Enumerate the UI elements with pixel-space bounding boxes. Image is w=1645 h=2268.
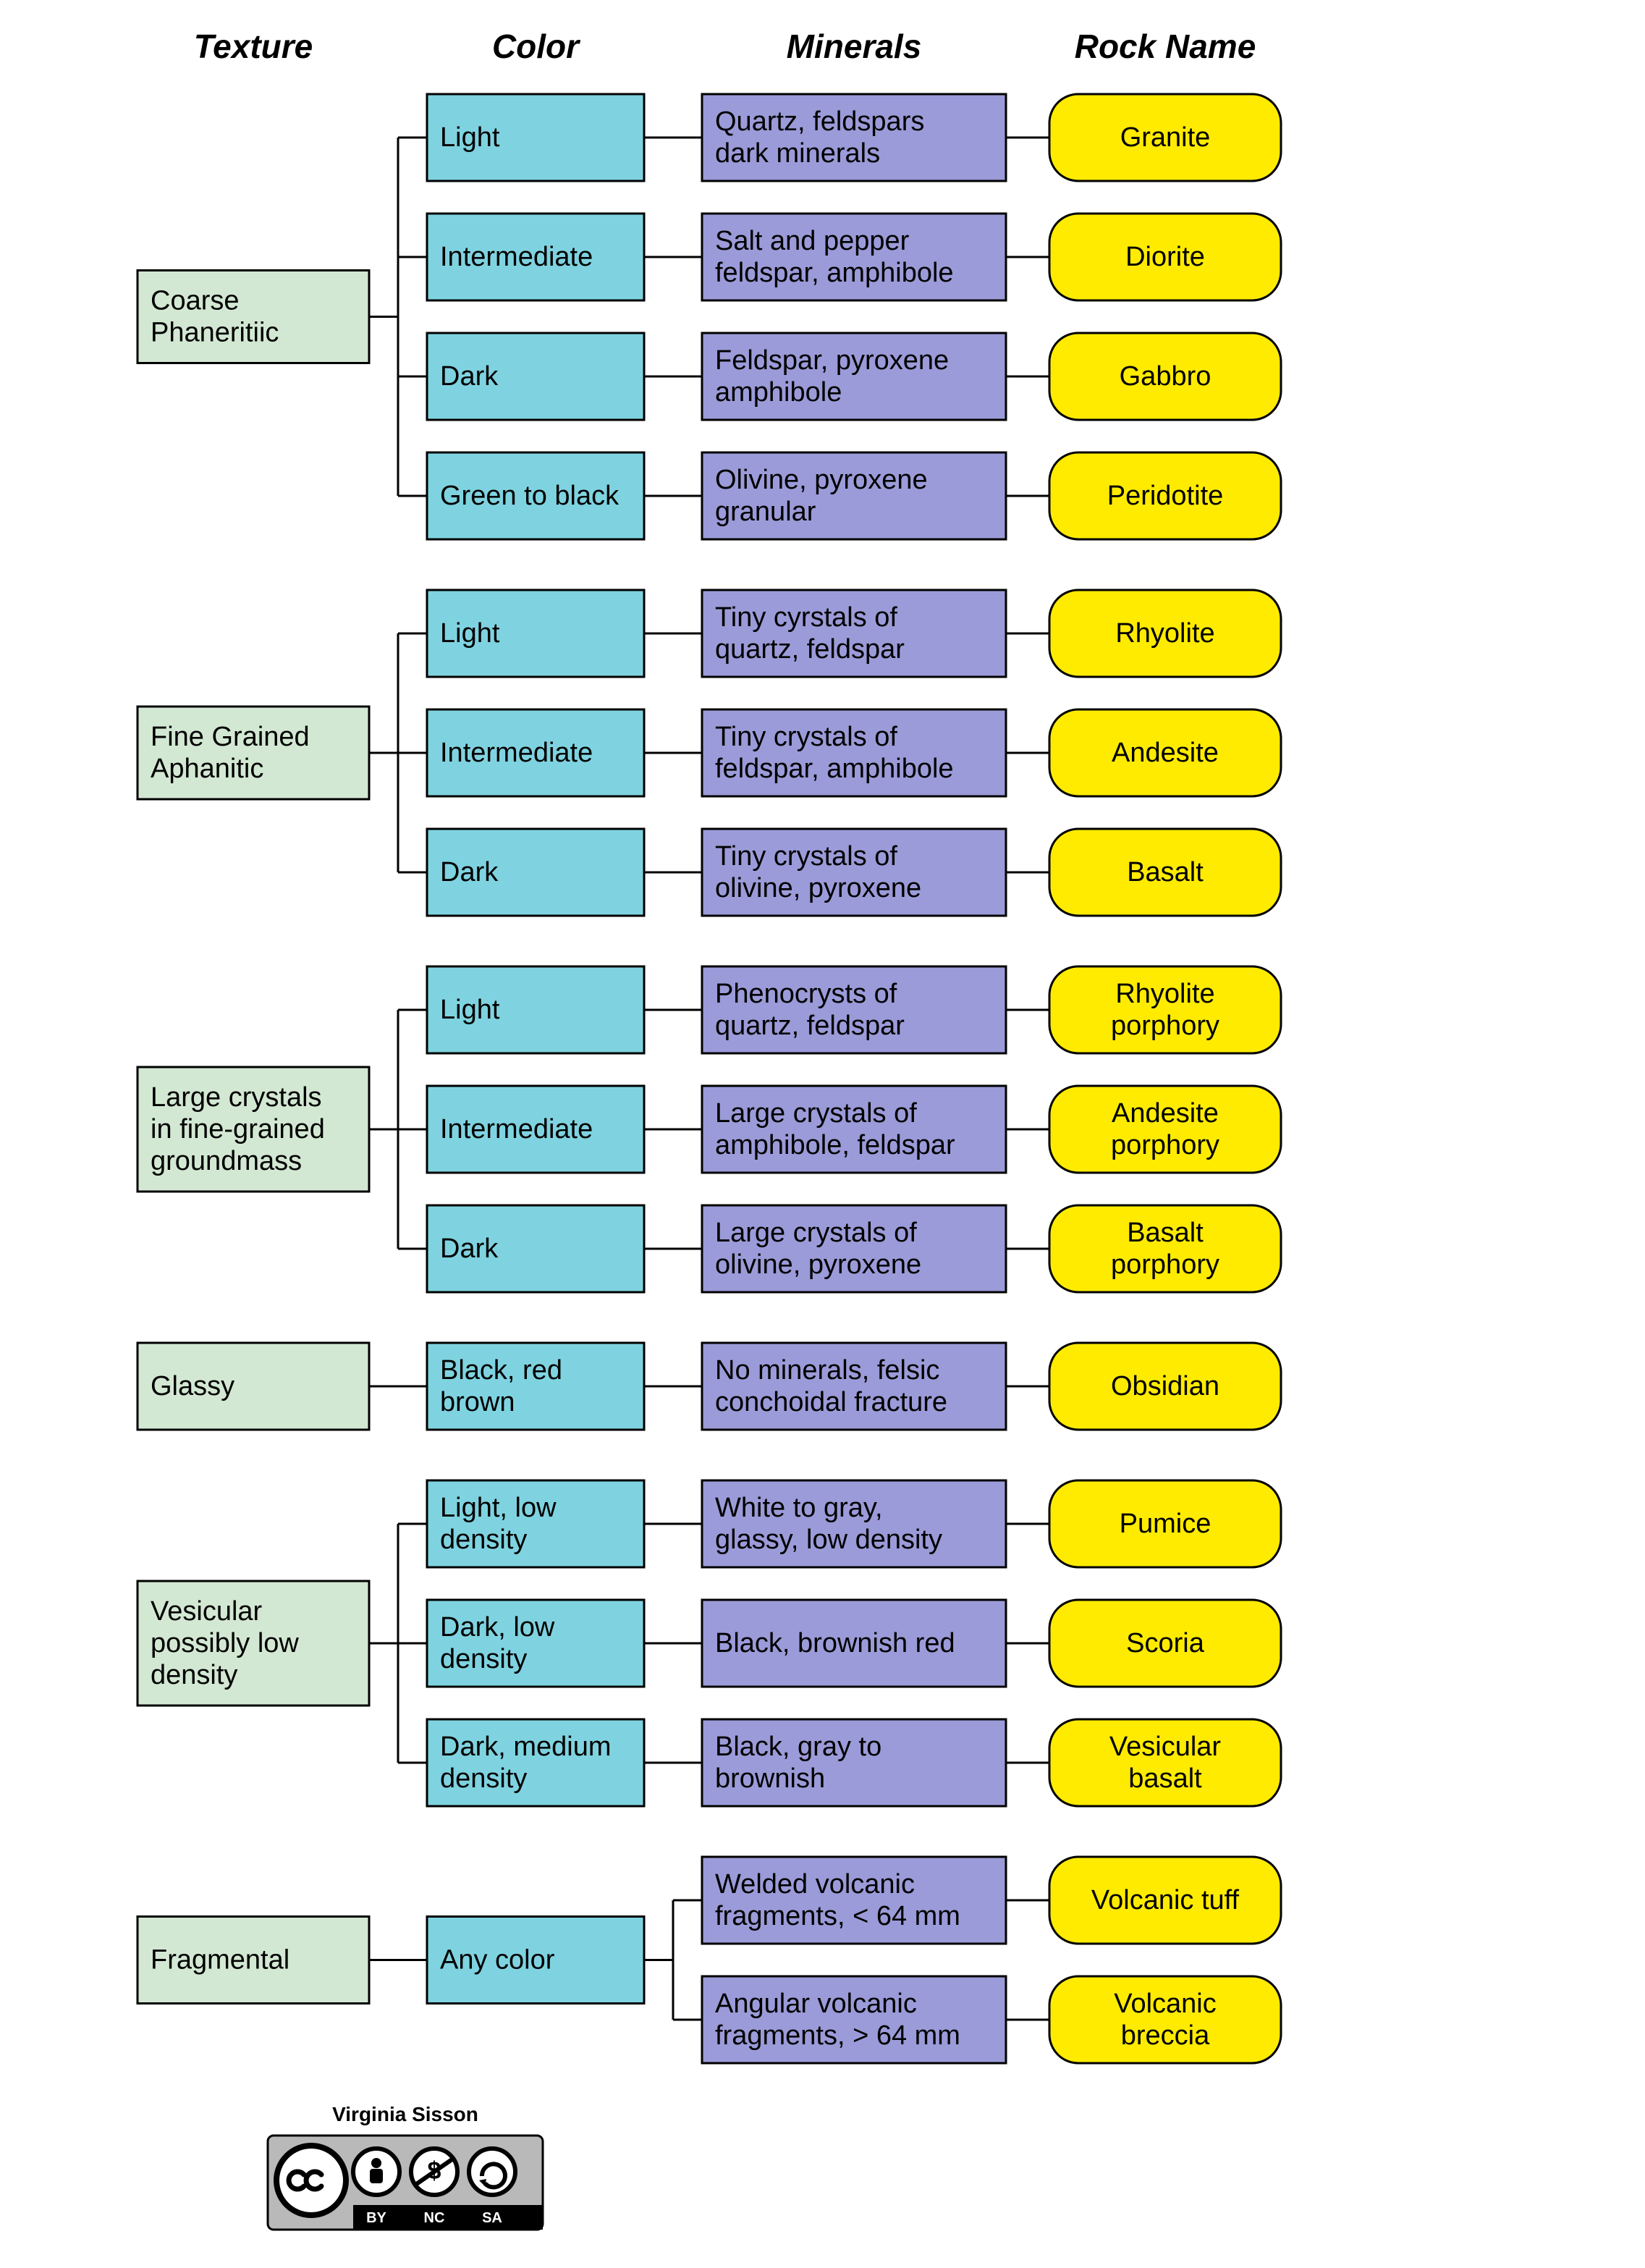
- svg-text:Dark: Dark: [440, 857, 499, 888]
- svg-text:SA: SA: [482, 2210, 502, 2226]
- svg-text:Intermediate: Intermediate: [440, 242, 593, 272]
- svg-text:Minerals: Minerals: [787, 28, 922, 65]
- svg-text:Light: Light: [440, 995, 500, 1025]
- svg-text:Intermediate: Intermediate: [440, 738, 593, 768]
- svg-text:NC: NC: [424, 2210, 445, 2226]
- svg-text:Virginia Sisson: Virginia Sisson: [332, 2103, 478, 2125]
- svg-text:Rhyolite: Rhyolite: [1115, 618, 1214, 649]
- svg-text:Andesite: Andesite: [1112, 738, 1219, 768]
- svg-text:Texture: Texture: [194, 28, 313, 65]
- svg-text:Peridotite: Peridotite: [1107, 481, 1224, 511]
- svg-text:Dark: Dark: [440, 361, 499, 392]
- svg-text:Fragmental: Fragmental: [151, 1945, 289, 1976]
- svg-text:Light: Light: [440, 618, 500, 649]
- svg-text:Light: Light: [440, 122, 500, 153]
- svg-text:Diorite: Diorite: [1125, 242, 1205, 272]
- svg-text:Gabbro: Gabbro: [1120, 361, 1211, 392]
- svg-text:Intermediate: Intermediate: [440, 1114, 593, 1144]
- svg-text:Dark: Dark: [440, 1234, 499, 1264]
- svg-text:Glassy: Glassy: [151, 1371, 234, 1401]
- svg-text:Scoria: Scoria: [1126, 1628, 1205, 1658]
- rock-classification-diagram: TextureColorMineralsRock NameCoarsePhane…: [0, 0, 1645, 2259]
- svg-text:Green to black: Green to black: [440, 481, 619, 511]
- svg-text:Granite: Granite: [1120, 122, 1211, 153]
- svg-text:Large crystalsin fine-grainedg: Large crystalsin fine-grainedgroundmass: [151, 1082, 325, 1176]
- svg-text:Volcanic tuff: Volcanic tuff: [1091, 1885, 1240, 1915]
- svg-text:Any color: Any color: [440, 1945, 555, 1976]
- svg-text:Color: Color: [492, 28, 580, 65]
- svg-text:Rock Name: Rock Name: [1075, 28, 1256, 65]
- svg-text:BY: BY: [366, 2210, 386, 2226]
- svg-text:Pumice: Pumice: [1120, 1509, 1211, 1539]
- svg-text:Obsidian: Obsidian: [1111, 1371, 1219, 1401]
- svg-text:Basalt: Basalt: [1127, 857, 1204, 888]
- svg-text:Black, brownish red: Black, brownish red: [715, 1628, 955, 1658]
